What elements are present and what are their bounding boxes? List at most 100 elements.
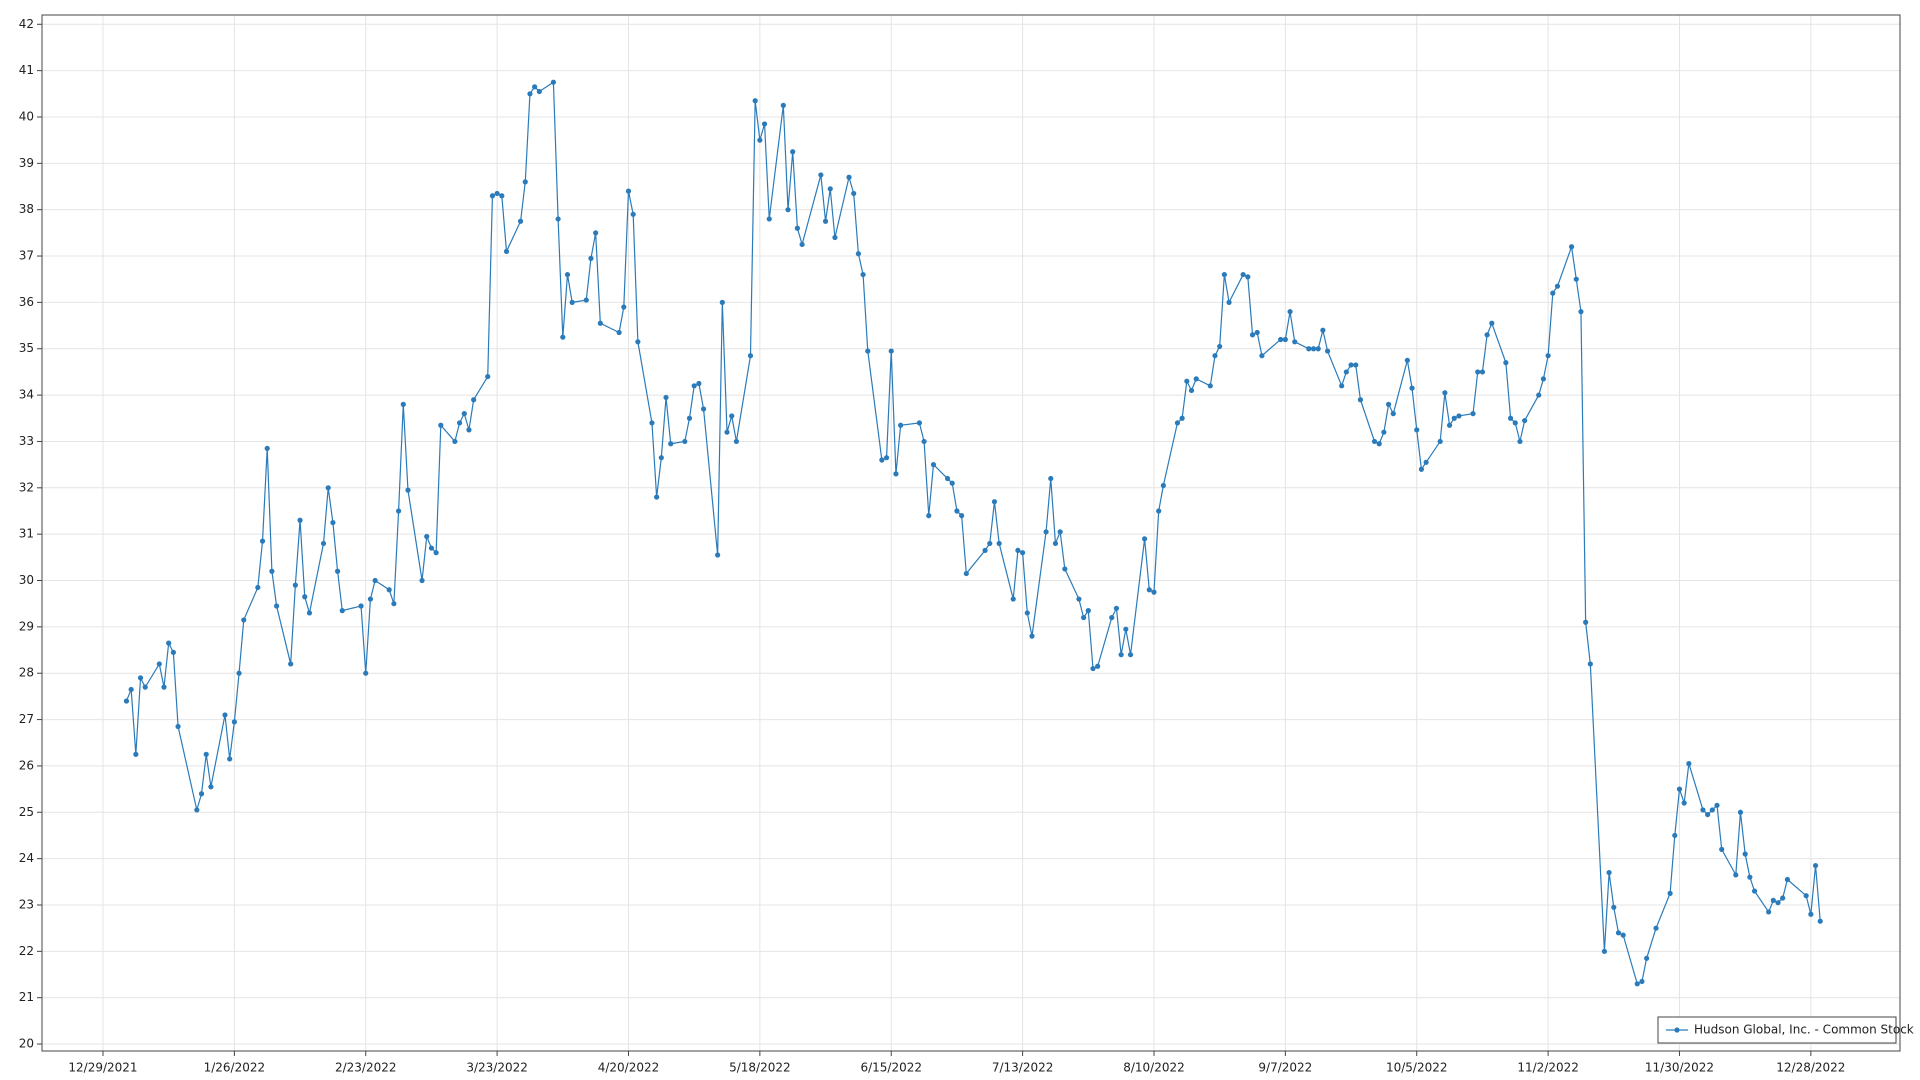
data-point bbox=[588, 255, 594, 261]
data-point bbox=[944, 475, 951, 482]
data-point bbox=[1583, 619, 1589, 625]
data-point bbox=[264, 445, 270, 452]
data-point bbox=[372, 577, 378, 584]
data-point bbox=[1193, 376, 1199, 382]
data-point bbox=[1357, 397, 1364, 403]
data-point bbox=[1085, 608, 1091, 614]
data-point bbox=[363, 670, 369, 676]
data-point bbox=[1245, 274, 1251, 280]
data-point bbox=[1812, 862, 1819, 869]
x-tick-label: 11/2/2022 bbox=[1517, 1061, 1579, 1075]
x-tick-label: 12/29/2021 bbox=[68, 1061, 137, 1075]
data-point bbox=[1057, 529, 1063, 535]
data-point bbox=[1315, 346, 1321, 352]
data-point bbox=[879, 457, 885, 463]
data-point bbox=[1681, 800, 1687, 806]
y-tick-label: 20 bbox=[19, 1037, 34, 1051]
data-point bbox=[485, 373, 491, 380]
x-tick-label: 1/26/2022 bbox=[204, 1061, 266, 1075]
data-point bbox=[1719, 846, 1725, 852]
data-point bbox=[1550, 290, 1556, 296]
data-point bbox=[1540, 376, 1547, 382]
data-point bbox=[550, 79, 557, 85]
data-point bbox=[1634, 981, 1640, 987]
data-point bbox=[1278, 336, 1284, 343]
data-point bbox=[883, 455, 890, 461]
data-point bbox=[1090, 665, 1096, 672]
data-point bbox=[724, 429, 730, 435]
series-markers bbox=[123, 79, 1823, 987]
data-point bbox=[517, 218, 524, 224]
data-point bbox=[1700, 807, 1706, 813]
data-point bbox=[1644, 955, 1650, 961]
x-tick-label: 4/20/2022 bbox=[598, 1061, 660, 1075]
data-point bbox=[658, 455, 664, 461]
data-point bbox=[1353, 362, 1359, 368]
data-point bbox=[161, 684, 167, 690]
y-tick-label: 30 bbox=[19, 573, 34, 587]
data-point bbox=[1653, 925, 1659, 931]
data-point bbox=[1343, 369, 1349, 375]
plot-background bbox=[42, 15, 1900, 1051]
data-point bbox=[1254, 329, 1260, 336]
data-point bbox=[1324, 348, 1331, 354]
data-point bbox=[532, 84, 538, 90]
data-point bbox=[503, 248, 510, 255]
y-tick-label: 35 bbox=[19, 341, 34, 355]
data-point bbox=[916, 420, 922, 426]
legend-box bbox=[1657, 1016, 1897, 1044]
data-point bbox=[198, 791, 205, 797]
data-point bbox=[255, 584, 261, 591]
data-point bbox=[1446, 422, 1453, 428]
data-point bbox=[1522, 417, 1528, 424]
data-point bbox=[175, 723, 181, 730]
data-point bbox=[1146, 587, 1152, 593]
data-point bbox=[1489, 320, 1495, 326]
data-point bbox=[320, 540, 327, 547]
plot-frame bbox=[41, 14, 1901, 1052]
data-point bbox=[302, 594, 308, 600]
data-point bbox=[156, 661, 162, 667]
y-tick-label: 21 bbox=[19, 990, 34, 1004]
y-tick-label: 38 bbox=[19, 202, 34, 216]
data-point bbox=[1437, 438, 1443, 445]
y-tick-label: 27 bbox=[19, 712, 34, 726]
data-point bbox=[1686, 761, 1692, 767]
data-point bbox=[1287, 309, 1293, 315]
data-point bbox=[949, 480, 955, 486]
data-point bbox=[288, 661, 294, 667]
data-point bbox=[1766, 909, 1772, 915]
data-point bbox=[785, 207, 791, 213]
data-point bbox=[822, 218, 829, 224]
data-point bbox=[395, 508, 402, 514]
data-point bbox=[1418, 466, 1425, 472]
data-point bbox=[729, 413, 735, 419]
data-point bbox=[203, 751, 209, 757]
data-point bbox=[1259, 353, 1265, 359]
data-point bbox=[560, 334, 566, 340]
data-point bbox=[851, 190, 857, 197]
data-point bbox=[1076, 596, 1082, 602]
data-point bbox=[522, 179, 528, 185]
data-point bbox=[1784, 876, 1790, 883]
data-point bbox=[818, 172, 824, 178]
data-point bbox=[996, 540, 1002, 547]
data-point bbox=[855, 251, 861, 257]
data-point bbox=[761, 121, 768, 127]
data-point bbox=[715, 552, 721, 558]
data-point bbox=[1517, 438, 1523, 445]
data-point bbox=[1733, 872, 1739, 878]
data-point bbox=[982, 547, 988, 553]
x-tick-label: 11/30/2022 bbox=[1645, 1061, 1714, 1075]
data-point bbox=[1742, 851, 1748, 857]
data-point bbox=[208, 784, 214, 790]
data-point bbox=[405, 487, 411, 493]
data-point bbox=[142, 684, 148, 690]
data-point bbox=[1348, 362, 1354, 368]
data-point bbox=[1676, 786, 1683, 792]
data-point bbox=[564, 271, 571, 278]
data-point bbox=[780, 102, 786, 108]
data-point bbox=[959, 513, 965, 519]
data-point bbox=[583, 297, 589, 303]
